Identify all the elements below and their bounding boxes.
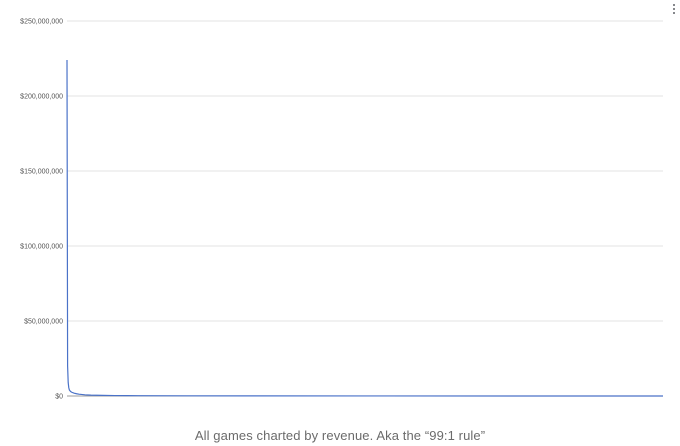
chart-caption: All games charted by revenue. Aka the “9… [194, 428, 486, 443]
y-tick-label: $0 [55, 394, 63, 401]
y-tick-label: $200,000,000 [20, 94, 63, 101]
more-vert-icon-dot [673, 8, 675, 10]
y-tick-label: $250,000,000 [20, 19, 63, 26]
more-vert-icon [673, 4, 675, 6]
chart-menu-button[interactable] [670, 2, 678, 16]
y-axis-tick-labels: $0 $50,000,000 $100,000,000 $150,000,000 $20… [20, 19, 63, 401]
more-vert-icon-dot [673, 12, 675, 14]
y-tick-label: $150,000,000 [20, 169, 63, 176]
y-tick-label: $100,000,000 [20, 244, 63, 251]
revenue-series-line [66, 59, 664, 397]
gridlines [67, 20, 663, 397]
revenue-chart: $0 $50,000,000 $100,000,000 $150,000,000 $20… [20, 19, 664, 401]
y-tick-label: $50,000,000 [24, 319, 63, 326]
series-layer [66, 59, 664, 397]
